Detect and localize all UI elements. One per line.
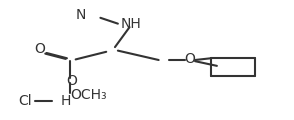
Text: O: O [66, 74, 77, 87]
Text: O: O [34, 42, 45, 56]
Text: H: H [60, 94, 71, 108]
Text: OCH₃: OCH₃ [71, 88, 107, 102]
Text: NH: NH [121, 17, 141, 31]
Text: N: N [76, 8, 86, 22]
Text: Cl: Cl [18, 94, 31, 108]
Text: O: O [184, 52, 195, 66]
